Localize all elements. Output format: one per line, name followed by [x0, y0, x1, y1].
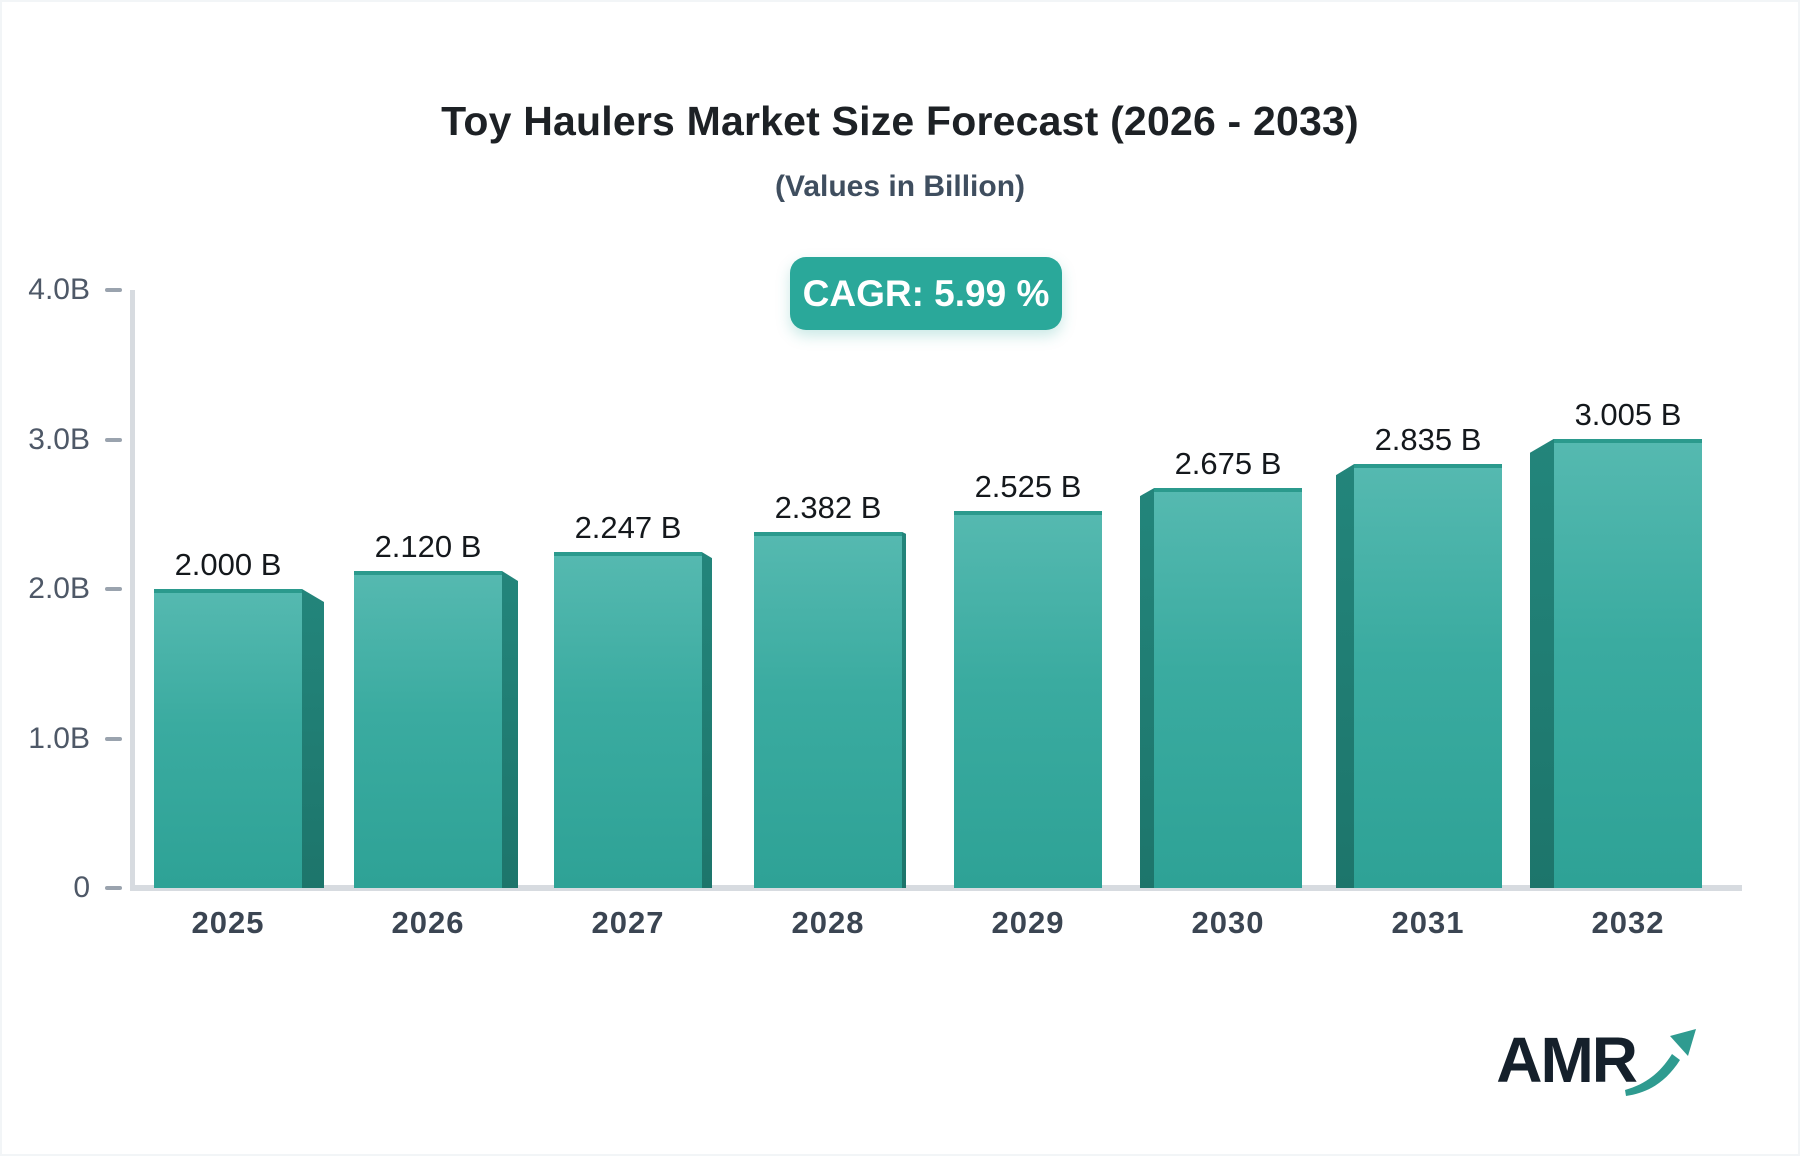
x-axis-label: 2031: [1391, 905, 1465, 940]
y-tick-label: 3.0B: [28, 422, 90, 456]
y-tick-label: 2.0B: [28, 572, 90, 605]
logo-growth-arrow-icon: [1625, 1029, 1696, 1096]
y-tick-dash: [105, 587, 122, 591]
x-axis-label: 2025: [191, 905, 265, 940]
bar-value-label: 2.382 B: [774, 489, 882, 525]
x-axis-label: 2030: [1191, 905, 1265, 940]
bar-2028: [754, 531, 902, 888]
bar-2032: [1554, 438, 1702, 888]
bar-value-label: 2.835 B: [1374, 422, 1482, 458]
bar-2025: [154, 589, 302, 888]
chart-title: Toy Haulers Market Size Forecast (2026 -…: [441, 98, 1359, 144]
x-axis-label: 2029: [991, 905, 1065, 940]
cagr-badge: CAGR: 5.99 %: [790, 257, 1062, 330]
amr-logo: AMR: [1496, 1024, 1700, 1104]
amr-logo-text: AMR: [1496, 1024, 1638, 1096]
y-tick-label: 0: [73, 871, 90, 904]
y-tick-dash: [105, 886, 122, 890]
y-axis-line: [130, 290, 135, 888]
chart-subtitle: (Values in Billion): [774, 170, 1026, 203]
bar-2031: [1354, 464, 1502, 888]
x-axis-label: 2032: [1591, 905, 1665, 940]
bar-value-label: 2.000 B: [174, 547, 282, 582]
bar-side-face: [502, 571, 518, 888]
bar-value-label: 2.525 B: [974, 468, 1082, 504]
bar-2026: [354, 571, 502, 888]
x-axis-label: 2026: [391, 905, 465, 940]
bar-side-face: [702, 552, 712, 888]
x-axis-line: [130, 885, 1742, 891]
bar-value-label: 2.247 B: [574, 510, 682, 546]
y-tick-dash: [105, 736, 122, 741]
bar-side-face: [902, 531, 906, 888]
y-tick-label: 1.0B: [28, 721, 90, 755]
y-tick-dash: [105, 437, 122, 442]
bar-value-label: 3.005 B: [1574, 396, 1682, 432]
bar-side-face: [302, 589, 324, 888]
bar-value-label: 2.675 B: [1174, 446, 1282, 482]
bar-2029: [954, 510, 1102, 888]
bar-value-label: 2.120 B: [374, 529, 482, 565]
y-tick-label: 4.0B: [28, 273, 90, 306]
bar-2027: [554, 552, 702, 888]
bar-side-face: [1336, 464, 1354, 888]
y-tick-dash: [105, 288, 122, 292]
bar-side-face: [1140, 488, 1154, 888]
bar-side-face: [1530, 438, 1554, 888]
x-axis-label: 2028: [791, 905, 865, 940]
bar-2030: [1154, 488, 1302, 888]
x-axis-label: 2027: [591, 905, 665, 940]
